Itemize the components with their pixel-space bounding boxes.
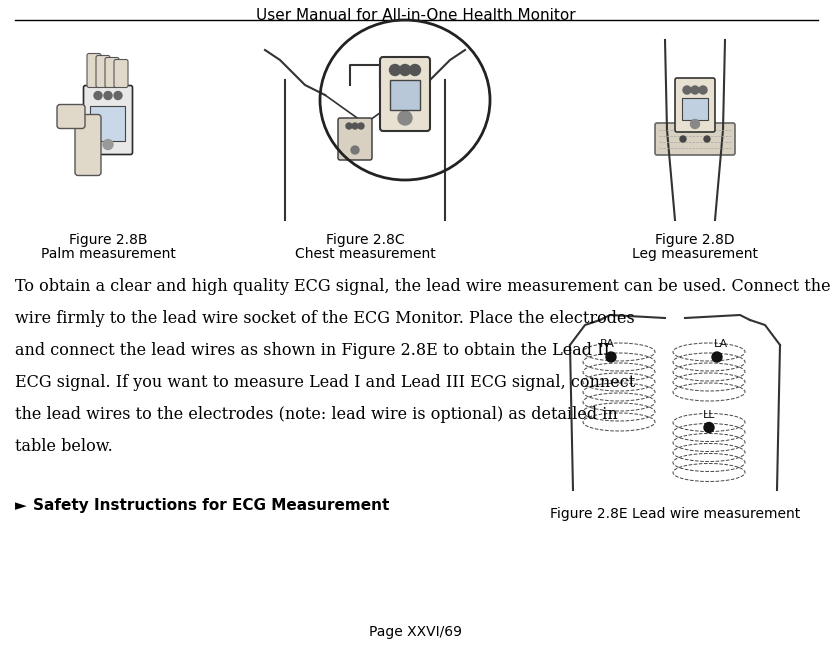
Text: Leg measurement: Leg measurement [632, 247, 758, 261]
Circle shape [114, 92, 122, 99]
Text: and connect the lead wires as shown in Figure 2.8E to obtain the Lead II: and connect the lead wires as shown in F… [15, 342, 610, 359]
FancyBboxPatch shape [675, 78, 715, 132]
Circle shape [691, 86, 699, 94]
FancyBboxPatch shape [380, 57, 430, 131]
Text: To obtain a clear and high quality ECG signal, the lead wire measurement can be : To obtain a clear and high quality ECG s… [15, 278, 833, 295]
Text: table below.: table below. [15, 438, 112, 455]
Text: Figure 2.8B: Figure 2.8B [69, 233, 147, 247]
Text: LA: LA [714, 339, 728, 349]
Text: Palm measurement: Palm measurement [41, 247, 176, 261]
FancyBboxPatch shape [105, 57, 119, 87]
Circle shape [104, 92, 112, 99]
Circle shape [103, 140, 113, 149]
FancyBboxPatch shape [390, 80, 420, 110]
Circle shape [398, 111, 412, 125]
Text: Figure 2.8C: Figure 2.8C [326, 233, 404, 247]
Text: LL: LL [703, 410, 716, 419]
Text: wire firmly to the lead wire socket of the ECG Monitor. Place the electrodes: wire firmly to the lead wire socket of t… [15, 310, 635, 327]
FancyBboxPatch shape [114, 59, 128, 87]
FancyBboxPatch shape [91, 105, 126, 140]
Text: ECG signal. If you want to measure Lead I and Lead III ECG signal, connect: ECG signal. If you want to measure Lead … [15, 374, 636, 391]
FancyBboxPatch shape [682, 98, 708, 120]
Text: User Manual for All-in-One Health Monitor: User Manual for All-in-One Health Monito… [257, 8, 576, 23]
Text: Figure 2.8E Lead wire measurement: Figure 2.8E Lead wire measurement [550, 507, 801, 521]
Circle shape [410, 65, 421, 76]
Circle shape [680, 136, 686, 142]
FancyBboxPatch shape [655, 123, 735, 155]
Text: RA: RA [600, 339, 615, 349]
Text: Safety Instructions for ECG Measurement: Safety Instructions for ECG Measurement [33, 498, 389, 513]
Circle shape [704, 422, 714, 433]
FancyBboxPatch shape [83, 85, 132, 154]
Circle shape [358, 123, 364, 129]
Text: Figure 2.8D: Figure 2.8D [656, 233, 735, 247]
FancyBboxPatch shape [57, 105, 85, 129]
FancyBboxPatch shape [338, 118, 372, 160]
Circle shape [390, 65, 401, 76]
Circle shape [712, 352, 722, 362]
Circle shape [699, 86, 707, 94]
Circle shape [704, 136, 710, 142]
Circle shape [94, 92, 102, 99]
Text: ►: ► [15, 498, 27, 513]
FancyBboxPatch shape [75, 114, 101, 176]
Text: Page XXVI/69: Page XXVI/69 [370, 625, 462, 639]
Text: the lead wires to the electrodes (note: lead wire is optional) as detailed in: the lead wires to the electrodes (note: … [15, 406, 618, 423]
FancyBboxPatch shape [87, 54, 101, 87]
Circle shape [352, 123, 358, 129]
Circle shape [683, 86, 691, 94]
Text: Chest measurement: Chest measurement [295, 247, 436, 261]
Circle shape [346, 123, 352, 129]
Circle shape [400, 65, 411, 76]
FancyBboxPatch shape [96, 56, 110, 87]
Circle shape [691, 120, 700, 129]
Circle shape [351, 146, 359, 154]
Circle shape [606, 352, 616, 362]
